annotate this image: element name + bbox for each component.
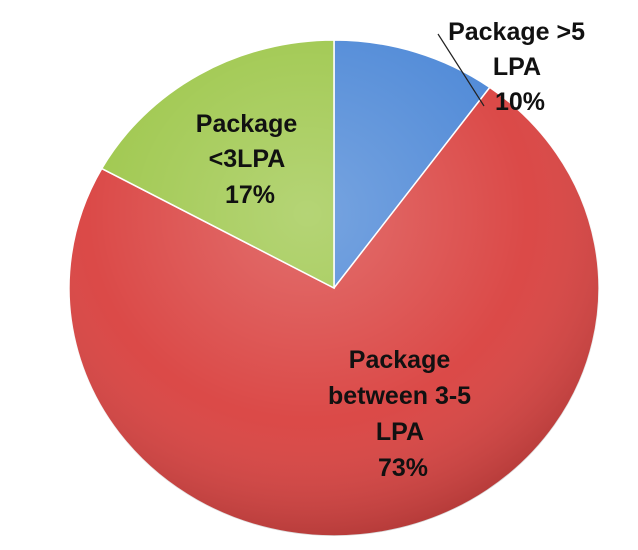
slice-label-package-between-3-5-lpa: Package between 3-5 LPA 73%: [328, 346, 478, 482]
slice-percent-73: 73%: [378, 454, 428, 482]
slice-label-package-below-3-lpa: Package <3LPA 17%: [196, 110, 304, 209]
leader-line: [437, 33, 485, 107]
slice-label-package-above-5-lpa: Package >5 LPA 10%: [448, 18, 592, 116]
slice-percent-10: 10%: [495, 88, 545, 116]
slice-percent-17: 17%: [225, 181, 275, 209]
